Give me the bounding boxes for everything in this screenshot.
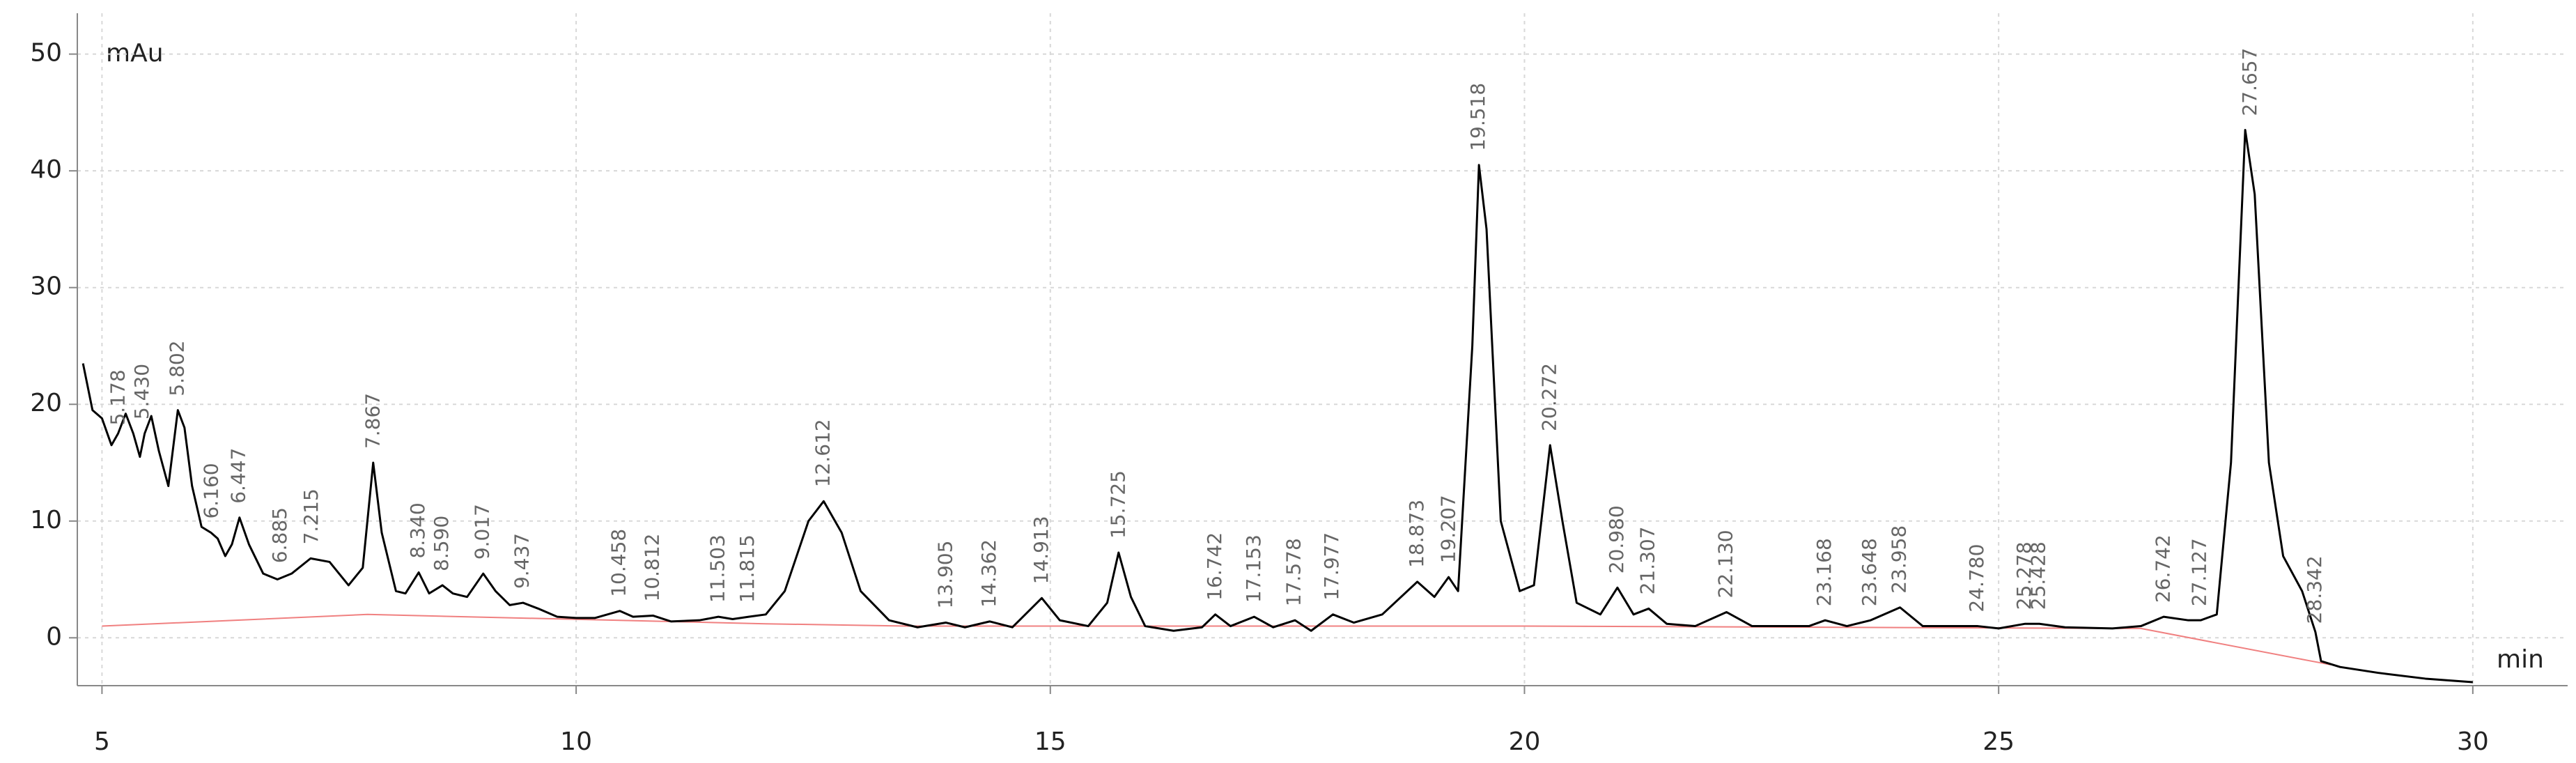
peak-label: 28.342 xyxy=(2303,555,2326,624)
y-tick-label: 40 xyxy=(30,155,62,184)
peak-label: 13.905 xyxy=(934,541,957,609)
peak-label: 6.447 xyxy=(226,448,249,504)
y-tick-label: 10 xyxy=(30,506,62,534)
peak-label: 23.168 xyxy=(1813,538,1836,606)
peak-label: 24.780 xyxy=(1965,544,1988,612)
peak-label: 14.362 xyxy=(977,539,1000,608)
peak-label: 10.812 xyxy=(641,533,664,601)
peak-label: 12.612 xyxy=(812,419,835,487)
peak-label: 21.307 xyxy=(1636,526,1659,594)
peak-label: 9.017 xyxy=(470,504,493,560)
peak-label: 20.272 xyxy=(1538,363,1561,431)
peak-label: 22.130 xyxy=(1714,530,1737,598)
x-tick-label: 30 xyxy=(2457,727,2489,756)
x-tick-label: 15 xyxy=(1034,727,1066,756)
peak-label: 25.278 xyxy=(2012,541,2035,610)
peak-label: 15.725 xyxy=(1106,470,1129,539)
x-tick-label: 10 xyxy=(560,727,592,756)
y-tick-label: 20 xyxy=(30,389,62,417)
peak-label: 27.657 xyxy=(2238,48,2261,116)
peak-label: 14.913 xyxy=(1030,516,1053,584)
peak-label: 7.215 xyxy=(300,488,323,544)
peak-label: 27.127 xyxy=(2188,538,2211,606)
peak-label: 19.518 xyxy=(1466,83,1489,151)
peak-label: 26.742 xyxy=(2151,534,2174,603)
signal-trace xyxy=(82,129,2473,684)
peak-label: 16.742 xyxy=(1203,532,1226,601)
peak-label: 5.802 xyxy=(166,340,189,396)
peak-label: 20.980 xyxy=(1605,505,1628,573)
y-tick-label: 50 xyxy=(30,39,62,68)
peak-label: 17.977 xyxy=(1320,532,1343,601)
peak-label: 11.815 xyxy=(736,534,759,603)
peak-label: 10.458 xyxy=(607,529,630,597)
x-axis-label: min xyxy=(2497,645,2544,674)
x-tick-label: 5 xyxy=(94,727,110,756)
x-tick-label: 20 xyxy=(1509,727,1541,756)
y-tick-label: 30 xyxy=(30,272,62,301)
peak-label: 18.873 xyxy=(1405,500,1428,568)
peak-label: 8.340 xyxy=(406,502,429,558)
peak-label: 23.958 xyxy=(1887,525,1910,594)
y-axis-label: mAu xyxy=(106,39,164,68)
peak-label: 11.503 xyxy=(706,534,729,603)
y-tick-label: 0 xyxy=(46,622,62,651)
peak-label: 5.178 xyxy=(107,369,130,425)
peak-label: 25.428 xyxy=(2026,541,2049,610)
peak-label: 19.207 xyxy=(1437,495,1460,563)
peak-label: 17.153 xyxy=(1242,534,1265,603)
peak-label: 5.430 xyxy=(130,364,153,419)
peak-label: 8.590 xyxy=(430,516,453,571)
peak-label: 6.160 xyxy=(199,463,222,518)
baseline xyxy=(102,613,2331,665)
x-tick-label: 25 xyxy=(1983,727,2015,756)
peak-label: 7.867 xyxy=(362,393,385,449)
peak-label: 6.885 xyxy=(268,507,291,563)
peak-label: 23.648 xyxy=(1858,538,1881,606)
peak-label: 17.578 xyxy=(1282,538,1305,606)
peak-label: 9.437 xyxy=(510,533,533,589)
